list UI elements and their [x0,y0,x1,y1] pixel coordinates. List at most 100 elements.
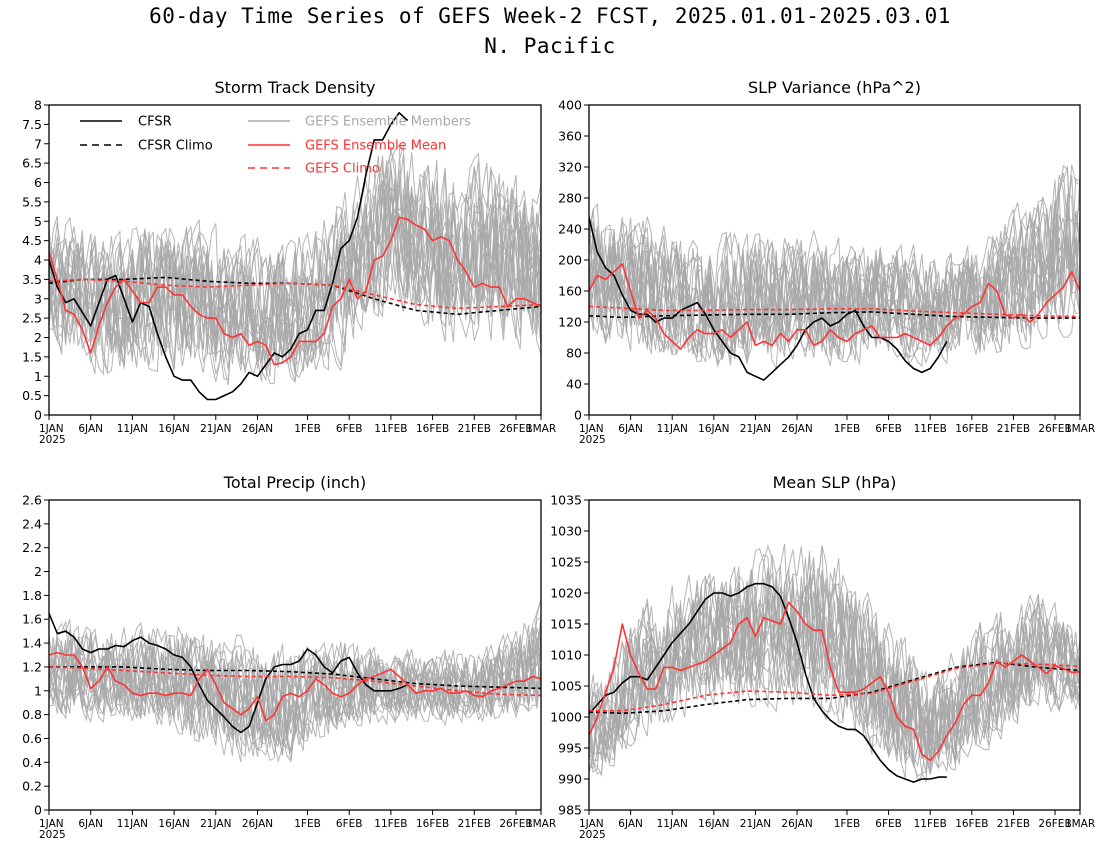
x-tick-label: 21FEB [458,818,491,830]
y-tick-label: 120 [558,315,582,330]
x-tick-label: 1FEB [294,423,321,435]
ensemble-member-line [49,167,541,382]
x-tick-label: 26JAN [781,818,812,830]
y-tick-label: 1025 [550,555,582,570]
x-tick-label: 26FEB [499,818,532,830]
x-tick-label: 21FEB [997,423,1030,435]
y-tick-label: 1.2 [22,659,42,674]
x-tick-label: 21JAN [200,818,231,830]
y-tick-label: 5 [34,214,42,229]
x-tick-label: 26FEB [499,423,532,435]
series-gefs-ensemble-mean [589,601,1080,762]
series-cfsr [49,112,409,401]
panel-4: Mean SLP (hPa) 985 990 995 1000 1005 1010 1015 1… [550,473,1095,841]
series-cfsr-climo [589,311,1080,319]
x-year-label: 2025 [39,829,66,841]
x-tick-label: 1JAN [39,423,64,435]
legend-item: GEFS Climo [248,162,380,177]
series-cfsr-climo [49,666,541,690]
x-tick-label: 6FEB [336,818,363,830]
ensemble-members [589,543,1080,784]
x-tick-label: 21JAN [740,423,771,435]
series-cfsr [589,582,947,783]
ensemble-member-line [49,146,541,375]
x-tick-label: 6FEB [336,423,363,435]
x-tick-label: 11FEB [914,423,947,435]
ensemble-member-line [589,562,1080,761]
y-tick-label: 40 [566,377,582,392]
x-tick-label: 16JAN [158,818,189,830]
legend-label: GEFS Ensemble Members [305,115,471,130]
y-tick-label: 2 [34,564,42,579]
legend-label: GEFS Climo [305,162,380,177]
y-tick-label: 1015 [550,617,582,632]
ensemble-members [49,599,541,763]
y-tick-label: 0.4 [22,755,42,770]
ensemble-member-line [589,177,1080,358]
x-tick-label: 1MAR [1065,818,1095,830]
y-tick-label: 3.5 [22,272,42,287]
legend: CFSR CFSR Climo GEFS Ensemble Members GEFS … [80,115,471,177]
y-tick-label: 2.4 [22,516,42,531]
ensemble-member-line [49,162,541,372]
y-tick-label: 200 [558,253,582,268]
ensemble-member-line [49,152,541,368]
x-tick-label: 6JAN [618,818,643,830]
y-tick-label: 2.2 [22,540,42,555]
y-tick-label: 7 [34,136,42,151]
x-tick-label: 21JAN [200,423,231,435]
x-tick-label: 21FEB [997,818,1030,830]
x-tick-label: 1MAR [526,818,556,830]
y-tick-label: 160 [558,284,582,299]
x-tick-label: 16JAN [698,818,729,830]
y-tick-label: 3 [34,291,42,306]
series-gefs-climo [49,666,541,697]
x-tick-label: 1JAN [579,818,604,830]
x-tick-label: 26JAN [781,423,812,435]
legend-item: GEFS Ensemble Mean [248,139,446,154]
ensemble-member-line [589,173,1080,351]
y-tick-label: 1.8 [22,588,42,603]
y-tick-label: 1035 [550,493,582,508]
y-tick-label: 0.5 [22,388,42,403]
y-tick-label: 400 [558,98,582,113]
x-tick-label: 1JAN [579,423,604,435]
y-tick-label: 0.2 [22,779,42,794]
ensemble-member-line [49,631,541,757]
x-tick-label: 16FEB [955,818,988,830]
x-tick-label: 1JAN [39,818,64,830]
x-tick-label: 6JAN [78,423,103,435]
x-tick-label: 6JAN [78,818,103,830]
series-gefs-climo [589,305,1080,318]
y-tick-label: 990 [558,772,582,787]
plot-frame [48,499,542,811]
y-tick-label: 240 [558,222,582,237]
legend-label: CFSR [138,115,172,130]
y-tick-label: 2.5 [22,311,42,326]
y-tick-label: 6 [34,175,42,190]
ensemble-member-line [49,160,541,372]
x-tick-label: 16FEB [416,423,449,435]
ensemble-member-line [49,621,541,751]
y-tick-label: 1005 [550,679,582,694]
x-tick-label: 11FEB [914,818,947,830]
y-tick-label: 8 [34,98,42,113]
series-cfsr-climo [49,276,541,316]
y-tick-label: 320 [558,160,582,175]
y-tick-label: 0.8 [22,707,42,722]
x-tick-label: 1FEB [294,818,321,830]
x-tick-label: 11JAN [117,818,148,830]
x-tick-label: 11FEB [374,423,407,435]
y-tick-label: 0 [34,408,42,423]
y-tick-label: 2.6 [22,493,42,508]
x-tick-label: 11FEB [374,818,407,830]
x-tick-label: 21JAN [740,818,771,830]
x-tick-label: 1FEB [834,818,861,830]
panel-2: SLP Variance (hPa^2) 0 40 80 120 160 200 240 280… [558,78,1095,446]
x-tick-label: 16JAN [158,423,189,435]
x-tick-label: 6JAN [618,423,643,435]
series-lines [589,582,1080,783]
figure-title: 60-day Time Series of GEFS Week-2 FCST, … [149,4,951,28]
series-lines [589,217,1080,381]
legend-item: CFSR Climo [80,139,213,154]
